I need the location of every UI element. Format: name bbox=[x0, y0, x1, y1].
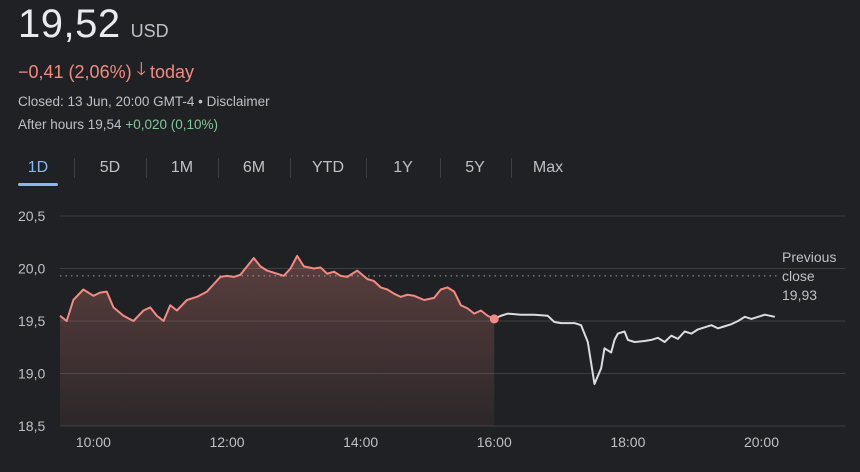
tab-5d[interactable]: 5D bbox=[99, 159, 121, 176]
after-hours-change: +0,020 (0,10%) bbox=[125, 117, 219, 132]
close-point-marker bbox=[489, 314, 499, 324]
tab-1y[interactable]: 1Y bbox=[393, 159, 413, 176]
active-tab-indicator bbox=[18, 183, 58, 186]
x-tick-label: 20:00 bbox=[744, 434, 779, 450]
x-tick-label: 18:00 bbox=[610, 434, 645, 450]
after-hours-line bbox=[493, 312, 776, 385]
market-status: Closed: 13 Jun, 20:00 GMT-4 • Disclaimer bbox=[18, 94, 270, 109]
x-tick-label: 14:00 bbox=[343, 434, 378, 450]
price-header: 19,52 USD bbox=[18, 2, 169, 47]
previous-close-label: Previous bbox=[782, 249, 836, 265]
change-value: −0,41 (2,06%) bbox=[18, 61, 132, 82]
tab-separator bbox=[440, 158, 441, 178]
tab-separator bbox=[511, 158, 512, 178]
tab-separator bbox=[290, 158, 291, 178]
y-tick-label: 19,0 bbox=[18, 366, 45, 382]
after-hours-label: After hours 19,54 bbox=[18, 117, 122, 132]
previous-close-label: 19,93 bbox=[782, 287, 817, 303]
y-tick-label: 20,0 bbox=[18, 261, 45, 277]
disclaimer-link[interactable]: Disclaimer bbox=[206, 94, 270, 109]
tab-separator bbox=[366, 158, 367, 178]
current-price: 19,52 bbox=[18, 2, 121, 46]
x-tick-label: 10:00 bbox=[76, 434, 111, 450]
tab-1m[interactable]: 1M bbox=[170, 159, 194, 176]
regular-session-line bbox=[59, 254, 495, 322]
x-tick-label: 12:00 bbox=[209, 434, 244, 450]
currency-label: USD bbox=[130, 21, 169, 41]
tab-separator bbox=[74, 158, 75, 178]
x-tick-label: 16:00 bbox=[477, 434, 512, 450]
closed-text: Closed: 13 Jun, 20:00 GMT-4 bbox=[18, 94, 195, 109]
tab-separator bbox=[146, 158, 147, 178]
y-tick-label: 18,5 bbox=[18, 418, 45, 434]
tab-separator bbox=[218, 158, 219, 178]
tab-max[interactable]: Max bbox=[532, 159, 564, 176]
separator-dot: • bbox=[198, 94, 203, 109]
y-tick-label: 19,5 bbox=[18, 313, 45, 329]
tab-5y[interactable]: 5Y bbox=[465, 159, 485, 176]
tab-6m[interactable]: 6M bbox=[242, 159, 266, 176]
regular-session-area bbox=[60, 255, 495, 426]
time-range-tabs: 1D 5D 1M 6M YTD 1Y 5Y Max bbox=[0, 150, 600, 190]
y-tick-label: 20,5 bbox=[18, 208, 45, 224]
after-hours-info: After hours 19,54 +0,020 (0,10%) bbox=[18, 117, 218, 132]
change-period: today bbox=[149, 61, 194, 82]
down-arrow-icon: 🡓 bbox=[136, 59, 146, 79]
previous-close-label: close bbox=[782, 268, 815, 284]
tab-1d[interactable]: 1D bbox=[27, 159, 49, 176]
price-change: −0,41 (2,06%) 🡓 today bbox=[18, 57, 194, 87]
tab-ytd[interactable]: YTD bbox=[312, 159, 344, 176]
